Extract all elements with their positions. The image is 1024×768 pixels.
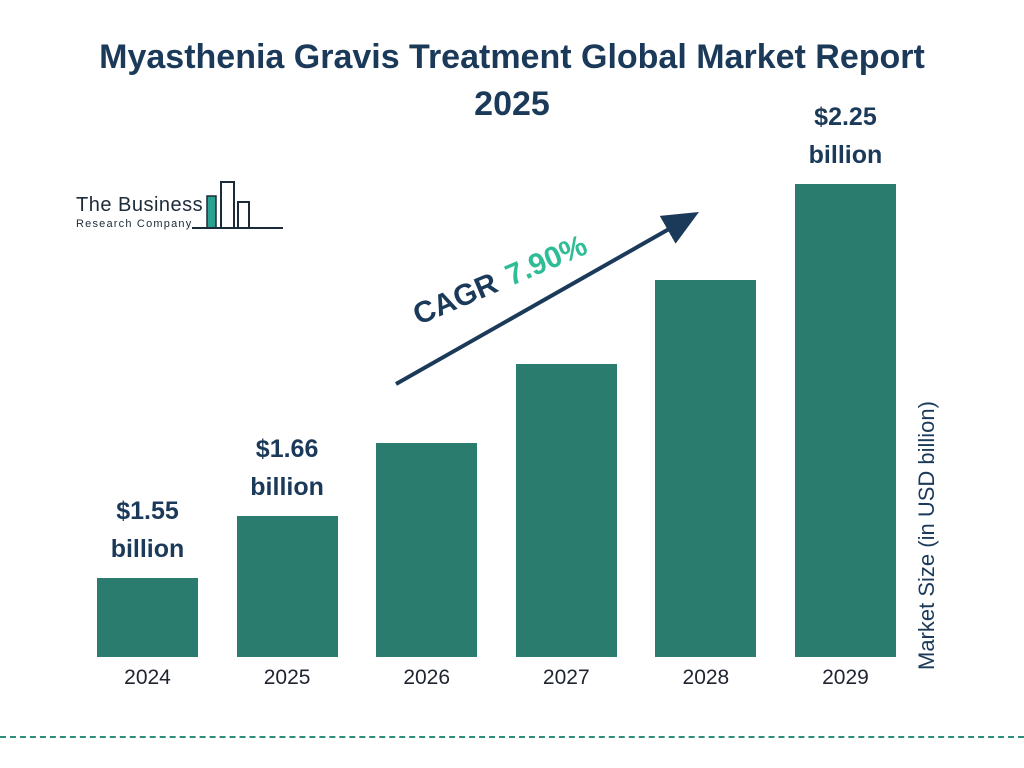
- company-logo: The Business Research Company: [76, 178, 286, 244]
- bar-value-label-2029: $2.25 billion: [808, 103, 883, 169]
- logo-bar-chart-icon: [192, 181, 283, 229]
- bottom-dashed-divider: [0, 736, 1024, 738]
- x-tick-label-2026: 2026: [403, 666, 451, 689]
- bar-chart-plot-area: $1.55 billion $1.66 billion $2.25 billion: [97, 96, 896, 657]
- bar-column-2029: $2.25 billion: [794, 96, 896, 657]
- y-axis-label: Market Size (in USD billion): [914, 401, 939, 670]
- bar-column-2025: $1.66 billion: [236, 96, 338, 657]
- bar-column-2024: $1.55 billion: [97, 96, 198, 657]
- x-tick-label-2025: 2025: [263, 666, 311, 689]
- logo-text-line1: The Business: [76, 194, 204, 216]
- bar-2025: [236, 516, 338, 657]
- bar-value-label-2024: $1.55 billion: [110, 497, 185, 563]
- bar-2028: [655, 280, 757, 657]
- bar-2024: [97, 578, 198, 657]
- x-axis-labels: 2024 2025 2026 2027 2028 2029: [97, 666, 896, 690]
- chart-title: Myasthenia Gravis Treatment Global Marke…: [99, 38, 925, 123]
- bar-column-2027: [515, 96, 617, 657]
- bar-value-label-2025: $1.66 billion: [250, 435, 324, 501]
- x-tick-label-2024: 2024: [124, 666, 171, 689]
- x-tick-label-2027: 2027: [542, 666, 590, 689]
- logo-text-line2: Research Company: [76, 218, 193, 230]
- bar-column-2026: [376, 96, 478, 657]
- logo-text: The Business Research Company: [76, 194, 203, 230]
- bar-2027: [515, 364, 617, 657]
- bar-2029: [794, 184, 896, 657]
- x-tick-label-2028: 2028: [682, 666, 730, 689]
- bar-column-2028: [655, 96, 757, 657]
- x-tick-label-2029: 2029: [822, 666, 869, 689]
- bar-2026: [376, 443, 478, 657]
